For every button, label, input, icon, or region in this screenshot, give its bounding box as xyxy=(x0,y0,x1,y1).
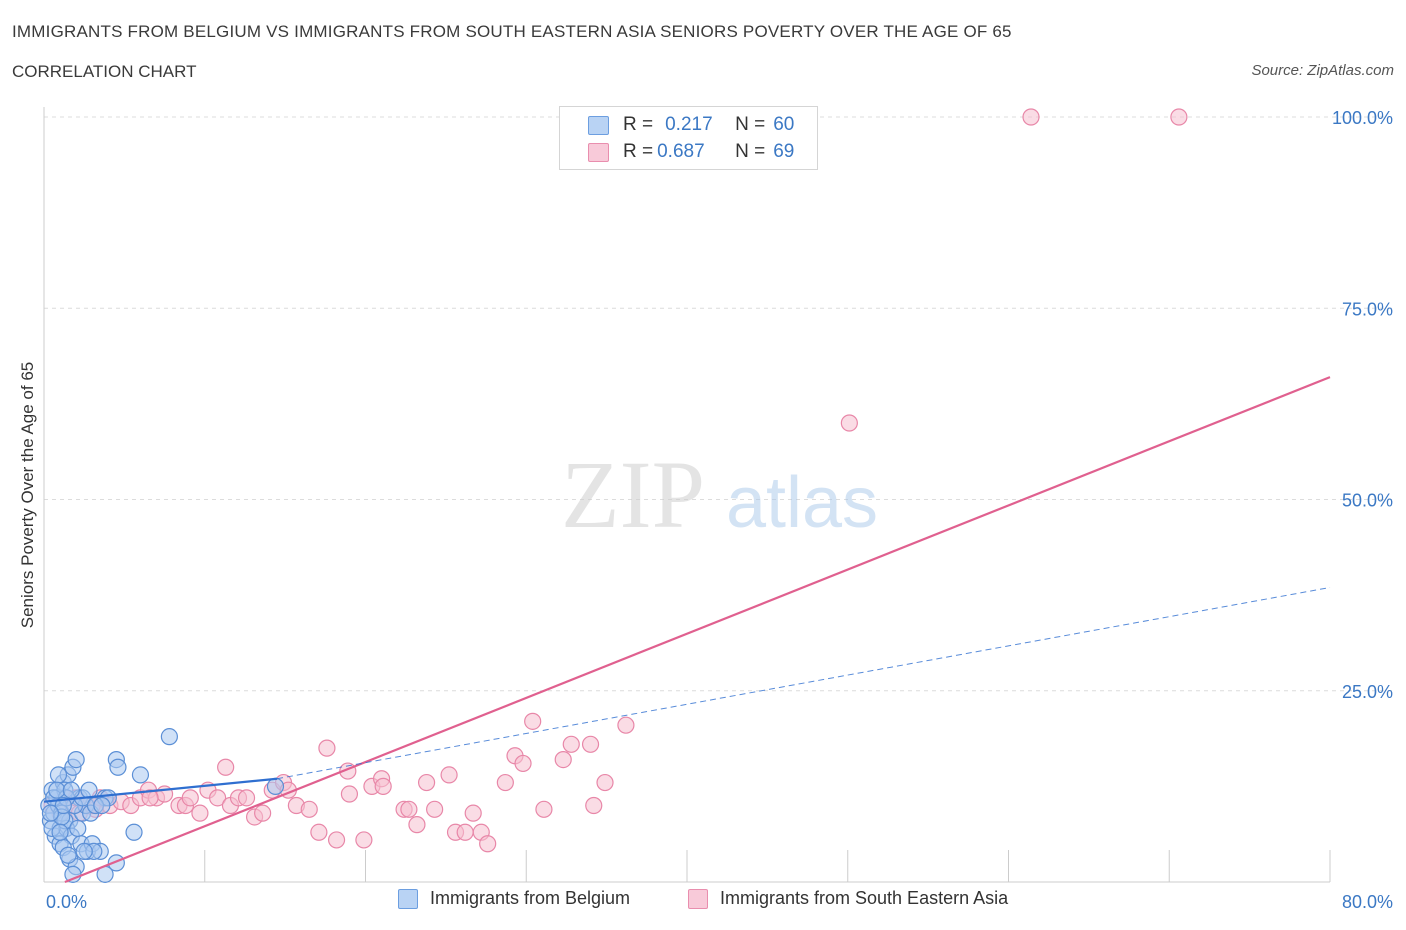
sea-point xyxy=(596,773,614,792)
watermark-atlas: atlas xyxy=(726,463,878,543)
sea-point xyxy=(181,789,199,807)
sea-point xyxy=(535,800,553,818)
sea-point xyxy=(237,789,256,807)
sea-point xyxy=(191,804,209,822)
n-label: N = xyxy=(735,114,766,135)
belgium-point xyxy=(75,842,93,861)
n-value: 60 xyxy=(773,114,795,135)
sea-point xyxy=(456,823,474,841)
belgium-point xyxy=(48,781,66,799)
sea-point xyxy=(355,831,373,849)
n-label: N = xyxy=(735,141,766,162)
chart-subtitle: CORRELATION CHART xyxy=(12,62,197,81)
belgium-legend-label: Immigrants from Belgium xyxy=(430,888,631,908)
legend-row-belgium: R = 0.217 N = 60 xyxy=(588,114,794,136)
watermark-zip: ZIP xyxy=(561,441,705,548)
sea-point xyxy=(581,735,600,753)
sea-point xyxy=(408,816,426,834)
belgium-point xyxy=(131,766,150,784)
belgium-point xyxy=(51,823,69,841)
series-legend: Immigrants from Belgium Immigrants from … xyxy=(0,888,1406,916)
x-tick-label: 0.0% xyxy=(46,892,87,912)
sea-point xyxy=(554,750,572,769)
sea-legend-label: Immigrants from South Eastern Asia xyxy=(720,888,1009,908)
belgium-point xyxy=(266,777,285,795)
sea-point xyxy=(374,777,392,795)
sea-legend-swatch xyxy=(688,888,708,909)
sea-point xyxy=(426,800,444,818)
y-tick-label: 50.0% xyxy=(1342,491,1393,511)
sea-point xyxy=(585,796,603,815)
belgium-point xyxy=(59,846,77,864)
legend-item-sea[interactable]: Immigrants from South Eastern Asia xyxy=(688,888,1008,909)
sea-point xyxy=(400,800,418,818)
sea-point xyxy=(479,835,497,853)
correlation-legend: R = 0.217 N = 60 R = 0.687 N = 69 xyxy=(559,106,818,170)
sea-point xyxy=(217,758,235,776)
y-tick-label: 25.0% xyxy=(1342,682,1393,702)
r-value: 0.217 xyxy=(665,114,713,135)
sea-point xyxy=(514,754,532,773)
sea-point xyxy=(254,804,272,822)
belgium-point xyxy=(109,758,127,776)
sea-point xyxy=(440,766,458,784)
sea-point xyxy=(1170,108,1188,126)
belgium-point xyxy=(67,750,85,769)
belgium-point xyxy=(41,804,60,822)
belgium-point xyxy=(69,819,87,838)
sea-point xyxy=(340,785,359,803)
sea-trendline xyxy=(64,376,1331,884)
belgium-legend-swatch xyxy=(398,888,418,909)
belgium-point xyxy=(93,796,111,815)
r-label: R = xyxy=(623,141,654,162)
r-label: R = xyxy=(623,114,654,135)
sea-point xyxy=(840,414,858,432)
sea-swatch xyxy=(588,142,609,162)
chart-title: IMMIGRANTS FROM BELGIUM VS IMMIGRANTS FR… xyxy=(12,22,1012,41)
belgium-swatch xyxy=(588,115,609,135)
r-value: 0.687 xyxy=(657,141,705,162)
legend-item-belgium[interactable]: Immigrants from Belgium xyxy=(398,888,630,909)
y-axis-title: Seniors Poverty Over the Age of 65 xyxy=(18,361,37,629)
sea-point xyxy=(524,712,542,730)
y-tick-label: 75.0% xyxy=(1342,299,1393,319)
sea-point xyxy=(417,773,436,792)
sea-point xyxy=(562,735,580,753)
belgium-point xyxy=(54,796,72,815)
sea-point xyxy=(464,804,482,822)
sea-point xyxy=(1022,108,1040,126)
y-tick-label: 100.0% xyxy=(1332,108,1393,128)
sea-point xyxy=(327,831,346,849)
belgium-point xyxy=(49,766,68,784)
source-credit: Source: ZipAtlas.com xyxy=(1251,62,1394,79)
belgium-trendline xyxy=(43,777,278,803)
belgium-point xyxy=(125,823,143,841)
belgium-point xyxy=(62,781,80,799)
sea-point xyxy=(318,739,336,757)
x-tick-label: 80.0% xyxy=(1342,892,1393,912)
sea-point xyxy=(496,773,514,792)
n-value: 69 xyxy=(773,141,795,162)
belgium-trendline-extension xyxy=(276,586,1331,780)
sea-point xyxy=(300,800,318,818)
belgium-point xyxy=(160,728,178,746)
sea-point xyxy=(310,823,328,841)
sea-point xyxy=(617,716,635,734)
sea-point xyxy=(141,789,159,807)
sea-point xyxy=(209,789,227,807)
legend-row-sea: R = 0.687 N = 69 xyxy=(588,141,794,163)
